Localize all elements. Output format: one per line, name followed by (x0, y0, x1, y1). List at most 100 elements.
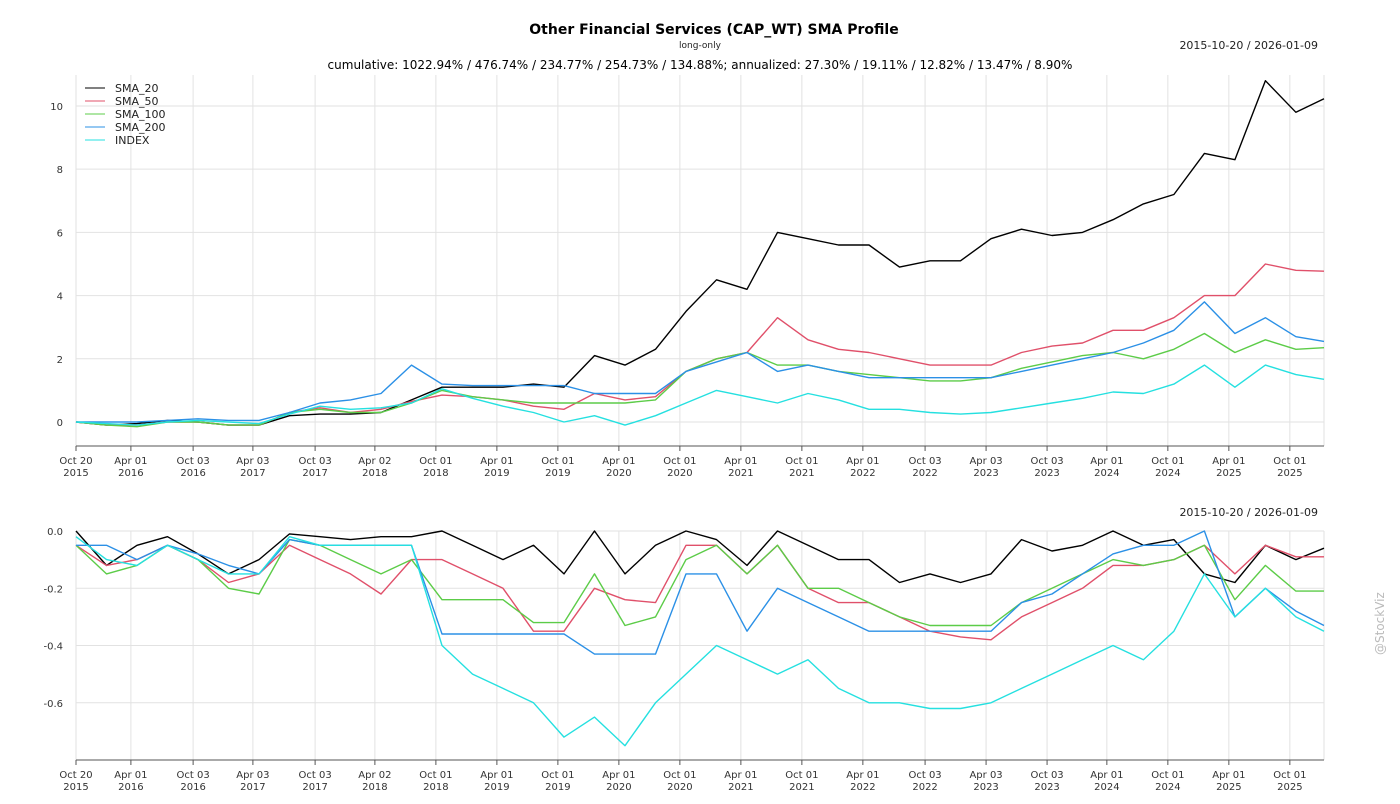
x-tick-label-year: 2021 (789, 782, 814, 793)
series-line-sma-200 (76, 301, 1325, 423)
y-tick-label: 10 (50, 102, 63, 113)
x-tick-label-year: 2020 (667, 468, 692, 479)
x-tick-label: Apr 01 (480, 456, 513, 467)
x-tick-label-year: 2017 (240, 782, 265, 793)
x-tick-label: Apr 03 (236, 770, 269, 781)
x-tick-label-year: 2024 (1094, 468, 1119, 479)
x-tick-label: Apr 03 (969, 770, 1002, 781)
x-tick-label-year: 2023 (1034, 468, 1059, 479)
x-tick-label: Oct 01 (1151, 770, 1184, 781)
x-tick-label-year: 2025 (1277, 468, 1302, 479)
legend-label: SMA_50 (115, 95, 159, 108)
x-tick-label-year: 2017 (302, 468, 327, 479)
x-tick-label: Oct 01 (541, 770, 574, 781)
x-tick-label-year: 2019 (545, 782, 570, 793)
x-tick-label-year: 2021 (789, 468, 814, 479)
y-tick-label: -0.2 (43, 584, 63, 595)
x-tick-label: Oct 01 (663, 770, 696, 781)
x-tick-label-year: 2020 (606, 468, 631, 479)
x-tick-label-year: 2019 (484, 468, 509, 479)
legend-label: SMA_100 (115, 108, 166, 121)
x-tick-label: Oct 01 (785, 770, 818, 781)
x-tick-label: Oct 01 (419, 770, 452, 781)
x-tick-label-year: 2017 (240, 468, 265, 479)
x-tick-label: Apr 01 (114, 770, 147, 781)
x-tick-label-year: 2015 (63, 782, 88, 793)
x-tick-label: Oct 03 (177, 456, 210, 467)
x-tick-label: Oct 20 (59, 770, 92, 781)
x-tick-label-year: 2022 (912, 782, 937, 793)
series-line-sma-200 (76, 530, 1325, 655)
x-tick-label: Apr 01 (114, 456, 147, 467)
x-tick-label: Oct 03 (1030, 456, 1063, 467)
x-tick-label: Apr 03 (236, 456, 269, 467)
x-tick-label-year: 2015 (63, 468, 88, 479)
x-tick-label: Apr 02 (358, 770, 391, 781)
x-tick-label: Apr 01 (602, 770, 635, 781)
x-tick-label-year: 2020 (667, 782, 692, 793)
x-tick-label-year: 2023 (973, 782, 998, 793)
x-tick-label-year: 2024 (1155, 468, 1180, 479)
x-tick-label-year: 2019 (545, 468, 570, 479)
y-tick-label: -0.6 (43, 699, 63, 710)
y-tick-label: 6 (57, 228, 63, 239)
x-tick-label: Apr 03 (969, 456, 1002, 467)
date-range-top: 2015-10-20 / 2026-01-09 (1179, 39, 1318, 52)
x-tick-label: Apr 01 (724, 770, 757, 781)
series-line-index (75, 536, 1325, 747)
y-tick-label: 0.0 (47, 527, 63, 538)
x-tick-label: Oct 03 (299, 770, 332, 781)
x-tick-label: Apr 02 (358, 456, 391, 467)
x-tick-label: Oct 01 (541, 456, 574, 467)
x-tick-label: Apr 01 (1212, 770, 1245, 781)
y-tick-label: 0 (57, 418, 63, 429)
x-tick-label-year: 2021 (728, 782, 753, 793)
x-tick-label-year: 2016 (118, 782, 143, 793)
x-tick-label-year: 2018 (362, 468, 387, 479)
x-tick-label: Apr 01 (846, 770, 879, 781)
series-line-sma-100 (75, 332, 1325, 428)
legend-label: INDEX (115, 134, 150, 147)
y-tick-label: -0.4 (43, 642, 63, 653)
x-tick-label-year: 2023 (973, 468, 998, 479)
x-tick-label-year: 2017 (302, 782, 327, 793)
x-tick-label: Apr 01 (480, 770, 513, 781)
x-tick-label-year: 2025 (1216, 782, 1241, 793)
x-tick-label-year: 2025 (1216, 468, 1241, 479)
x-tick-label-year: 2022 (850, 782, 875, 793)
watermark: @StockViz (1373, 592, 1387, 655)
x-tick-label-year: 2018 (362, 782, 387, 793)
y-tick-label: 4 (57, 292, 63, 303)
x-tick-label-year: 2016 (180, 468, 205, 479)
x-tick-label: Oct 03 (1030, 770, 1063, 781)
x-tick-label: Apr 01 (1212, 456, 1245, 467)
x-tick-label: Apr 01 (724, 456, 757, 467)
series-line-sma-20 (75, 80, 1325, 426)
x-tick-label-year: 2022 (850, 468, 875, 479)
x-tick-label: Oct 20 (59, 456, 92, 467)
series-line-sma-50 (75, 544, 1324, 641)
chart-subtitle: long-only (679, 41, 722, 51)
x-tick-label-year: 2016 (180, 782, 205, 793)
x-tick-label: Oct 03 (299, 456, 332, 467)
x-tick-label: Apr 01 (846, 456, 879, 467)
x-tick-label: Oct 03 (908, 456, 941, 467)
series-line-index (75, 364, 1325, 426)
legend-label: SMA_200 (115, 121, 166, 134)
x-tick-label-year: 2021 (728, 468, 753, 479)
x-tick-label-year: 2022 (912, 468, 937, 479)
x-tick-label-year: 2020 (606, 782, 631, 793)
x-tick-label: Oct 03 (177, 770, 210, 781)
x-tick-label-year: 2025 (1277, 782, 1302, 793)
y-tick-label: 8 (57, 165, 63, 176)
x-tick-label: Oct 01 (785, 456, 818, 467)
legend-label: SMA_20 (115, 82, 159, 95)
x-tick-label: Apr 01 (602, 456, 635, 467)
x-tick-label: Oct 01 (1151, 456, 1184, 467)
x-tick-label: Oct 03 (908, 770, 941, 781)
x-tick-label-year: 2019 (484, 782, 509, 793)
y-tick-label: 2 (57, 355, 63, 366)
